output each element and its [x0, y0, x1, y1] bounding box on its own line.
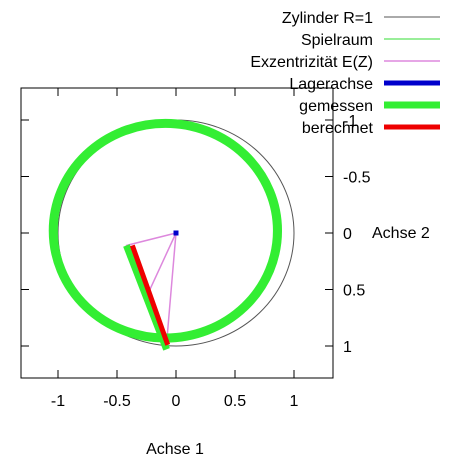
x-tick-label: -0.5 — [103, 393, 131, 410]
x-tick-label: 0.5 — [224, 393, 246, 410]
series-exzentrizitat-e-z — [125, 232, 177, 345]
data-layer — [48, 118, 295, 351]
series-berechnet — [129, 244, 171, 346]
y-tick-label: 1 — [343, 339, 352, 356]
lagerachse-marker — [173, 230, 179, 236]
y-axis-title: Achse 2 — [372, 225, 430, 242]
x-tick-label: 1 — [290, 393, 299, 410]
legend-label-exzentrizitat-e-z: Exzentrizität E(Z) — [250, 54, 373, 71]
legend: Zylinder R=1 Spielraum Exzentrizität E(Z) L… — [250, 10, 440, 137]
y-tick-label: 0.5 — [343, 283, 365, 300]
legend-label-zylinder-r-1: Zylinder R=1 — [282, 10, 373, 27]
y-tick-label: 0 — [343, 226, 352, 243]
exzentrizitat-e-z-line — [125, 232, 177, 345]
berechnet-line — [129, 244, 171, 346]
x-axis-title: Achse 1 — [146, 441, 204, 458]
y-tick-label: -0.5 — [343, 170, 371, 187]
x-tick-label: 0 — [172, 393, 181, 410]
y-tick-label: -1 — [343, 113, 357, 130]
legend-label-berechnet: berechnet — [302, 120, 374, 137]
ticks-layer: -1 -0.5 0 0.5 1 -1 -0.5 0 0.5 1 — [21, 88, 371, 410]
gemessen-line — [123, 244, 170, 351]
legend-label-spielraum: Spielraum — [301, 32, 373, 49]
gemessen-ring — [48, 118, 283, 343]
series-lagerachse — [173, 230, 179, 236]
legend-label-gemessen: gemessen — [299, 98, 373, 115]
legend-label-lagerachse: Lagerachse — [289, 76, 373, 93]
x-tick-label: -1 — [51, 393, 65, 410]
